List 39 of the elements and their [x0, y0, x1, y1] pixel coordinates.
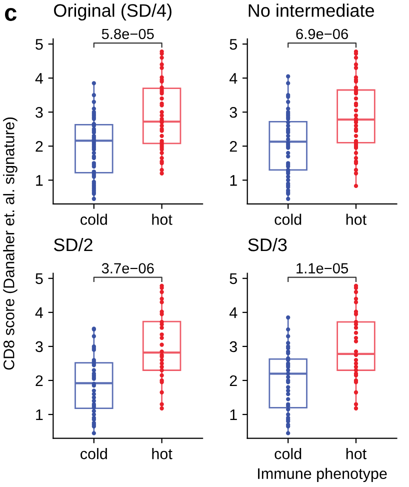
y-tick-label: 3 — [36, 341, 43, 352]
x-tick-label: hot — [346, 448, 366, 460]
x-tick-label: hot — [346, 214, 366, 225]
chart-title: Original (SD/4) — [54, 4, 172, 20]
y-tick-label: 4 — [229, 307, 238, 318]
y-tick-label: 4 — [229, 73, 238, 84]
y-tick-label: 5 — [230, 39, 237, 50]
y-tick-label: 1 — [36, 175, 43, 186]
text: c — [5, 8, 17, 21]
y-tick-label: 4 — [35, 307, 43, 318]
x-tick-label: hot — [152, 448, 172, 460]
y-tick-label: 1 — [36, 410, 43, 420]
y-tick-label: 5 — [36, 273, 43, 284]
y-tick-label: 1 — [230, 175, 237, 186]
x-tick-label: cold — [274, 448, 302, 460]
annotation: 5.8e−05 — [102, 28, 154, 40]
x-axis-title: Immune phenotype — [258, 468, 387, 482]
chart-title: No intermediate — [248, 4, 374, 17]
y-tick-label: 3 — [230, 106, 237, 118]
y-tick-label: 3 — [230, 341, 237, 352]
y-tick-label: 5 — [230, 273, 237, 284]
x-tick-label: cold — [274, 214, 302, 225]
annotation: 6.9e−06 — [296, 28, 348, 40]
chart-title: SD/2 — [54, 238, 92, 252]
x-tick-label: cold — [80, 214, 107, 225]
y-tick-label: 2 — [36, 141, 43, 152]
y-tick-label: 2 — [36, 375, 43, 386]
y-tick-label: 4 — [35, 73, 43, 84]
x-tick-label: cold — [80, 448, 107, 460]
annotation: 3.7e−06 — [102, 263, 154, 274]
x-tick-label: hot — [152, 214, 172, 225]
y-tick-label: 2 — [230, 141, 237, 152]
y-tick-label: 5 — [36, 39, 43, 50]
annotation: 1.1e−05 — [296, 263, 348, 274]
y-axis-title: CD8 score (Danaher et. al. signature) — [3, 117, 18, 370]
y-tick-label: 1 — [230, 410, 237, 420]
chart-title: SD/3 — [248, 238, 287, 252]
y-tick-label: 3 — [36, 106, 43, 118]
y-tick-label: 2 — [230, 375, 237, 386]
